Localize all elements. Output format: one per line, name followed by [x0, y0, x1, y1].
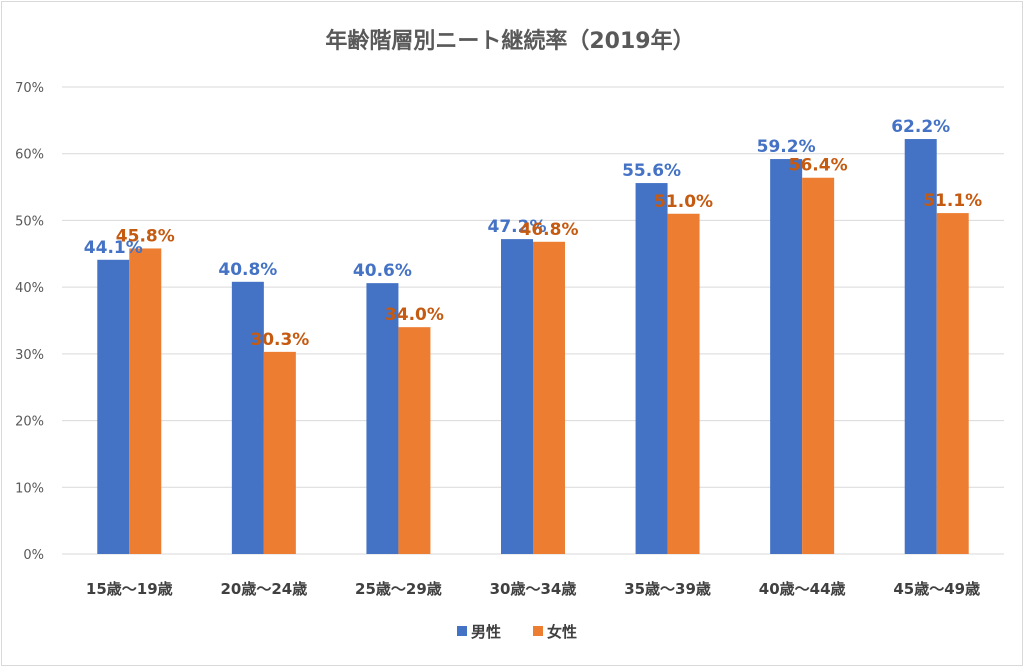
bars: [97, 139, 969, 554]
data-label: 62.2%: [891, 117, 950, 137]
data-label: 34.0%: [385, 305, 444, 325]
bar-male: [635, 183, 668, 554]
x-axis-ticks: 15歳～19歳 20歳～24歳 25歳～29歳 30歳～34歳 35歳～39歳 40歳～4…: [86, 580, 980, 598]
bar-female: [533, 241, 565, 554]
x-tick-label: 45歳～49歳: [893, 580, 980, 598]
data-label: 56.4%: [789, 156, 848, 176]
bar-male: [904, 139, 937, 554]
y-tick-label: 0%: [23, 548, 44, 563]
bar-female: [667, 213, 700, 554]
legend-swatch: [533, 626, 543, 636]
x-tick-label: 35歳～39歳: [624, 580, 711, 598]
x-tick-label: 30歳～34歳: [490, 580, 577, 598]
data-label: 55.6%: [622, 161, 681, 181]
y-axis-ticks: 0% 10% 20% 30% 40% 50% 60% 70%: [15, 81, 44, 563]
bar-female: [802, 177, 835, 554]
y-tick-label: 20%: [15, 415, 44, 430]
data-label: 47.2%: [488, 217, 547, 237]
chart-title: 年齢階層別ニート継続率（2019年）: [325, 28, 694, 54]
legend-label: 男性: [471, 623, 501, 641]
bar-male: [501, 239, 533, 554]
legend: 男性 女性: [457, 623, 577, 641]
bar-male: [231, 281, 264, 554]
y-tick-label: 40%: [15, 281, 44, 296]
bar-female: [263, 351, 296, 554]
data-label: 51.1%: [923, 191, 982, 211]
x-tick-label: 20歳～24歳: [220, 580, 307, 598]
legend-swatch: [457, 626, 467, 636]
data-label: 30.3%: [250, 330, 309, 350]
bar-male: [97, 259, 130, 554]
y-tick-label: 30%: [15, 348, 44, 363]
bar-male: [770, 159, 803, 554]
y-tick-label: 10%: [15, 481, 44, 496]
legend-label: 女性: [547, 623, 577, 641]
y-tick-label: 60%: [15, 148, 44, 163]
x-tick-label: 40歳～44歳: [759, 580, 846, 598]
bar-male: [366, 283, 399, 554]
bar-female: [129, 248, 162, 554]
y-tick-label: 50%: [15, 214, 44, 229]
bar-female: [398, 327, 431, 554]
data-label: 40.6%: [353, 261, 412, 281]
data-label: 51.0%: [654, 192, 713, 212]
x-tick-label: 25歳～29歳: [355, 580, 442, 598]
data-label: 40.8%: [218, 260, 277, 280]
data-label: 59.2%: [757, 137, 816, 157]
data-labels: 44.1%45.8% 40.8% 30.3% 40.6% 34.0% 47.2%46.8%…: [84, 117, 982, 350]
y-tick-label: 70%: [15, 81, 44, 96]
bar-female: [936, 213, 969, 554]
data-label: 44.1%: [84, 238, 143, 258]
x-tick-label: 15歳～19歳: [86, 580, 173, 598]
data-label: 45.8%: [116, 226, 175, 246]
data-label: 46.8%: [520, 220, 579, 240]
